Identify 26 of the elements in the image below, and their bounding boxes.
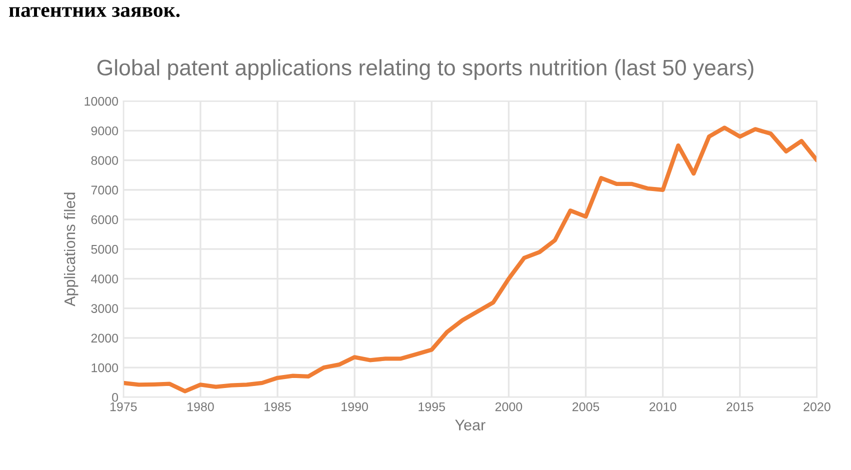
chart-title: Global patent applications relating to sports nutrition (last 50 years): [97, 59, 754, 80]
x-tick-label: 2000: [495, 402, 522, 412]
x-tick-label: 2015: [726, 402, 754, 412]
x-tick-label: 1985: [264, 402, 291, 412]
y-tick-label: 2000: [91, 334, 118, 343]
y-tick-label: 7000: [91, 186, 118, 195]
y-axis-title: Applications filed: [64, 192, 78, 306]
y-tick-label: 10000: [84, 96, 118, 106]
y-tick-label: 8000: [91, 156, 118, 165]
x-axis-title: Year: [455, 420, 486, 430]
y-tick-label: 6000: [91, 215, 118, 224]
line-series: [123, 126, 817, 394]
x-tick-label: 1980: [188, 402, 214, 412]
x-tick-label: 1990: [342, 402, 368, 412]
x-tick-label: 2020: [804, 402, 830, 412]
y-tick-label: 9000: [91, 126, 118, 136]
y-tick-label: 5000: [91, 244, 118, 254]
text: патентних заявок.: [9, 6, 180, 18]
x-tick-label: 1975: [110, 402, 137, 412]
x-tick-label: 2005: [572, 402, 600, 412]
y-tick-label: 0: [112, 392, 118, 402]
y-tick-label: 1000: [92, 363, 118, 372]
x-tick-label: 1995: [418, 402, 446, 412]
y-tick-label: 4000: [91, 274, 118, 284]
y-tick-label: 3000: [91, 304, 118, 313]
x-tick-label: 2010: [650, 402, 676, 412]
